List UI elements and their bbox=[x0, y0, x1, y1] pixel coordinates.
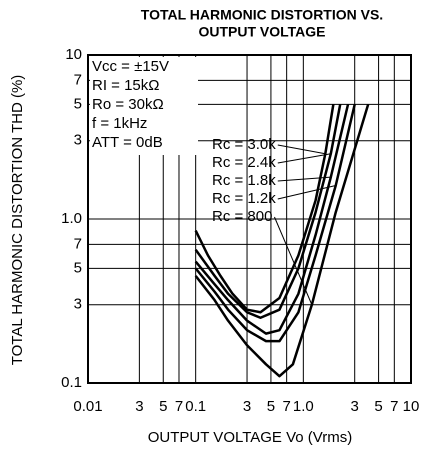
y-tick-label: 0.1 bbox=[61, 374, 82, 391]
x-tick-label: 3 bbox=[135, 398, 143, 415]
x-tick-label: 5 bbox=[374, 398, 382, 415]
y-tick-label: 5 bbox=[74, 95, 82, 112]
x-tick-label: 5 bbox=[267, 398, 275, 415]
condition-text: f = 1kHz bbox=[92, 115, 147, 132]
series-label: Rc = 1.2k bbox=[212, 190, 276, 207]
y-tick-label: 7 bbox=[74, 71, 82, 88]
leader-line bbox=[274, 216, 313, 305]
y-tick-label: 10 bbox=[65, 46, 82, 63]
chart-title: OUTPUT VOLTAGE bbox=[198, 24, 325, 40]
x-tick-label: 1.0 bbox=[293, 398, 314, 415]
x-axis-label: OUTPUT VOLTAGE Vo (Vrms) bbox=[148, 429, 352, 446]
y-axis-label: TOTAL HARMONIC DISTORTION THD (%) bbox=[9, 75, 26, 366]
line-series bbox=[194, 104, 342, 319]
leader-line bbox=[277, 185, 336, 200]
leader-line bbox=[277, 176, 331, 182]
y-tick-label: 1.0 bbox=[61, 210, 82, 227]
y-tick-label: 3 bbox=[74, 296, 82, 313]
condition-text: ATT = 0dB bbox=[92, 134, 163, 151]
chart-title: TOTAL HARMONIC DISTORTION VS. bbox=[141, 7, 383, 23]
x-tick-label: 0.01 bbox=[73, 398, 102, 415]
condition-text: Ro = 30kΩ bbox=[92, 96, 164, 113]
x-tick-label: 10 bbox=[403, 398, 420, 415]
y-tick-label: 3 bbox=[74, 132, 82, 149]
x-tick-label: 7 bbox=[175, 398, 183, 415]
y-tick-label: 7 bbox=[74, 235, 82, 252]
plot-frame bbox=[87, 54, 412, 384]
series-label: Rc = 800 bbox=[212, 208, 272, 225]
series-label: Rc = 2.4k bbox=[212, 154, 276, 171]
line-series bbox=[194, 104, 370, 378]
leader-line bbox=[277, 144, 326, 155]
condition-text: Vcc = ±15V bbox=[92, 58, 169, 75]
x-tick-label: 7 bbox=[282, 398, 290, 415]
series-label: Rc = 3.0k bbox=[212, 136, 276, 153]
line-series bbox=[194, 104, 335, 314]
y-tick-label: 5 bbox=[74, 259, 82, 276]
x-tick-label: 0.1 bbox=[185, 398, 206, 415]
leader-line bbox=[277, 153, 331, 164]
x-tick-label: 5 bbox=[159, 398, 167, 415]
x-tick-label: 7 bbox=[390, 398, 398, 415]
line-series bbox=[194, 104, 350, 335]
x-tick-label: 3 bbox=[351, 398, 359, 415]
conditions-box bbox=[90, 57, 198, 155]
x-tick-label: 3 bbox=[243, 398, 251, 415]
series-label: Rc = 1.8k bbox=[212, 172, 276, 189]
line-series bbox=[194, 104, 356, 343]
condition-text: RI = 15kΩ bbox=[92, 77, 160, 94]
